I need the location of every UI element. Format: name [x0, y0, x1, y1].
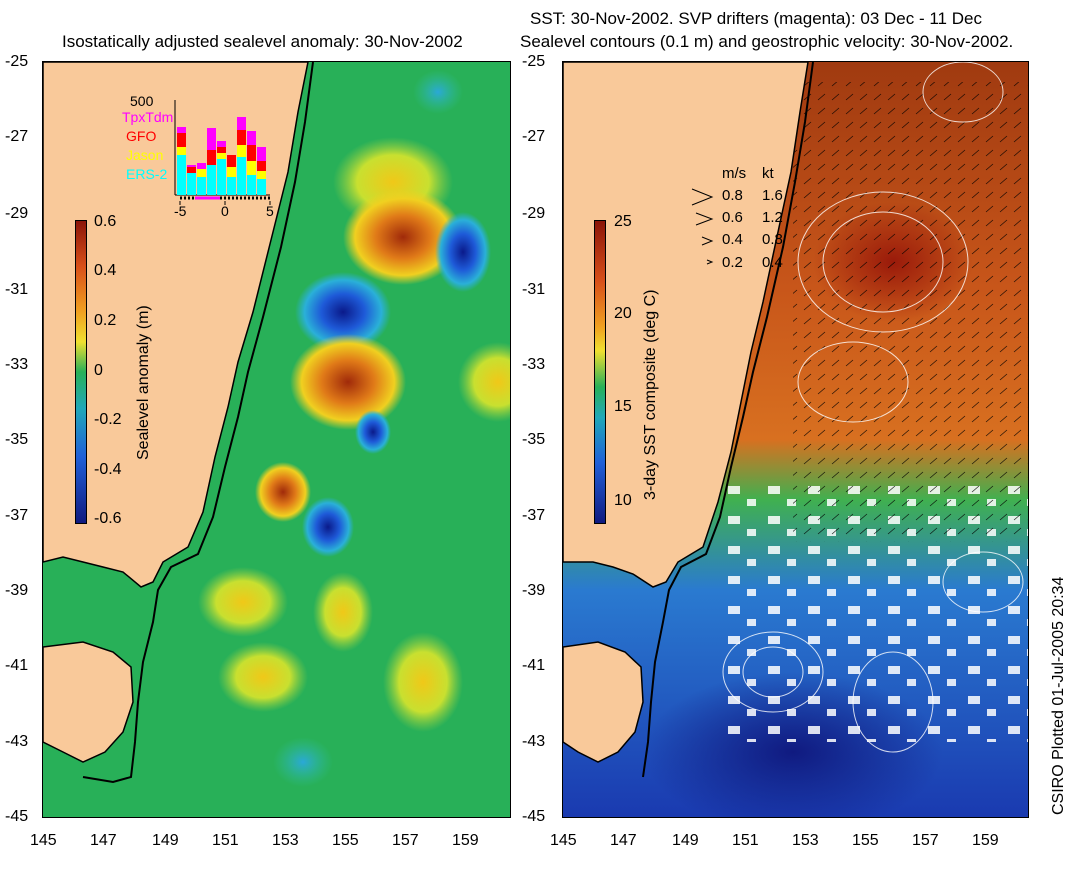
sst-cbar-tick-15: 15 [614, 398, 632, 415]
left-xtick-1: 147 [90, 832, 117, 849]
legend-gfo: GFO [126, 128, 157, 144]
right-ytick-4: -33 [522, 356, 546, 373]
left-ytick-1: -27 [5, 128, 29, 145]
velocity-arrow-0.8 [691, 188, 714, 206]
left-xtick-4: 153 [272, 832, 299, 849]
velocity-row-3-kt: 0.4 [762, 254, 783, 271]
right-ytick-5: -35 [522, 431, 546, 448]
velocity-row-0-kt: 1.6 [762, 187, 783, 204]
right-ytick-2: -29 [522, 205, 546, 222]
right-panel-title-line2: Sealevel contours (0.1 m) and geostrophi… [520, 32, 1014, 51]
sst-cbar-tick-20: 20 [614, 305, 632, 322]
left-ytick-6: -37 [5, 507, 29, 524]
left-xtick-3: 151 [212, 832, 239, 849]
velocity-arrow-0.4 [701, 236, 714, 246]
sealevel-cbar-label: Sealevel anomaly (m) [135, 305, 152, 460]
right-ytick-7: -39 [522, 582, 546, 599]
velocity-arrow-0.2 [706, 259, 714, 265]
inset-ymax-label: 500 [130, 93, 154, 109]
right-sst-map [562, 61, 1029, 818]
right-xtick-6: 157 [912, 832, 939, 849]
inset-xtick-5: 5 [266, 203, 274, 219]
velocity-row-2-ms: 0.4 [722, 231, 743, 248]
left-xtick-5: 155 [332, 832, 359, 849]
velocity-row-3-ms: 0.2 [722, 254, 743, 271]
right-ytick-0: -25 [522, 53, 546, 70]
left-xtick-0: 145 [30, 832, 57, 849]
left-xtick-7: 159 [452, 832, 479, 849]
satellite-inset: 500 TpxTdm GFO Jason ERS-2 -5 0 5 [120, 93, 280, 219]
left-ytick-9: -43 [5, 733, 29, 750]
sealevel-cbar-tick-2: 0.2 [94, 312, 117, 329]
right-ytick-3: -31 [522, 281, 546, 298]
sst-cbar-tick-10: 10 [614, 492, 632, 509]
velocity-row-0-ms: 0.8 [722, 187, 743, 204]
legend-tpxtdm: TpxTdm [122, 109, 174, 125]
right-xtick-0: 145 [550, 832, 577, 849]
velocity-row-1-ms: 0.6 [722, 209, 743, 226]
legend-jason: Jason [126, 147, 164, 163]
sst-cbar-tick-25: 25 [614, 213, 632, 230]
sealevel-colorbar [75, 220, 87, 524]
left-xtick-6: 157 [392, 832, 419, 849]
right-ytick-9: -43 [522, 733, 546, 750]
right-xtick-1: 147 [610, 832, 637, 849]
velocity-legend: m/s kt 0.8 1.6 0.6 1.2 0.4 0.8 0.2 0.4 [690, 165, 800, 275]
sealevel-cbar-tick-4: -0.2 [94, 411, 122, 428]
inset-xtick-0: 0 [221, 203, 229, 219]
left-panel-title: Isostatically adjusted sealevel anomaly:… [62, 32, 463, 51]
velocity-row-1-kt: 1.2 [762, 209, 783, 226]
right-ytick-10: -45 [522, 808, 546, 825]
left-ytick-10: -45 [5, 808, 29, 825]
left-ytick-2: -29 [5, 205, 29, 222]
sealevel-cbar-tick-3: 0 [94, 362, 103, 379]
inset-xtick-neg5: -5 [174, 203, 187, 219]
sst-cbar-label: 3-day SST composite (deg C) [642, 289, 659, 500]
velocity-legend-header-ms: m/s [722, 165, 747, 182]
sealevel-cbar-tick-1: 0.4 [94, 262, 117, 279]
right-xtick-2: 149 [672, 832, 699, 849]
velocity-arrow-0.6 [695, 212, 714, 226]
left-ytick-8: -41 [5, 657, 29, 674]
left-xtick-2: 149 [152, 832, 179, 849]
left-ytick-4: -33 [5, 356, 29, 373]
right-ytick-6: -37 [522, 507, 546, 524]
right-panel-title-line1: SST: 30-Nov-2002. SVP drifters (magenta)… [530, 9, 982, 28]
left-ytick-7: -39 [5, 582, 29, 599]
legend-ers2: ERS-2 [126, 166, 168, 182]
left-ytick-3: -31 [5, 281, 29, 298]
left-ytick-5: -35 [5, 431, 29, 448]
velocity-row-2-kt: 0.8 [762, 231, 783, 248]
left-ytick-0: -25 [5, 53, 29, 70]
right-xtick-5: 155 [852, 832, 879, 849]
right-xtick-4: 153 [792, 832, 819, 849]
sealevel-cbar-tick-5: -0.4 [94, 461, 122, 478]
sst-colorbar [594, 220, 606, 524]
sealevel-cbar-tick-0: 0.6 [94, 213, 117, 230]
right-ytick-8: -41 [522, 657, 546, 674]
right-xtick-3: 151 [732, 832, 759, 849]
sealevel-cbar-tick-6: -0.6 [94, 510, 122, 527]
plot-credit: CSIRO Plotted 01-Jul-2005 20:34 [1050, 576, 1067, 815]
right-ytick-1: -27 [522, 128, 546, 145]
velocity-legend-header-kt: kt [762, 165, 774, 182]
right-xtick-7: 159 [972, 832, 999, 849]
inset-bars [177, 117, 266, 195]
